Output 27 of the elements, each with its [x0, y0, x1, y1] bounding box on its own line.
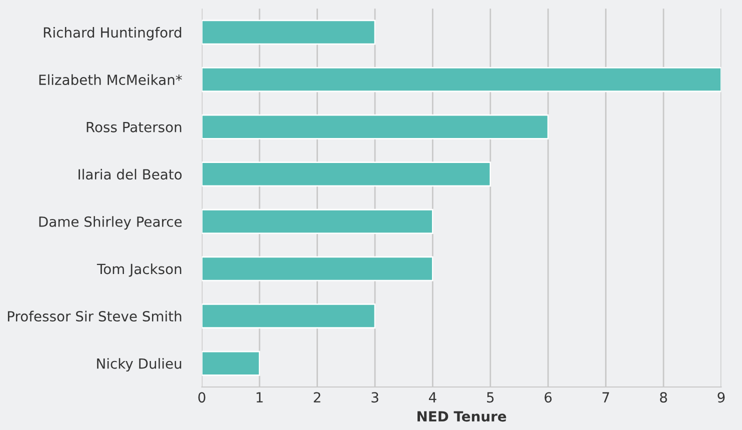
bar: [202, 67, 722, 92]
x-tick-label: 8: [660, 392, 667, 403]
bar: [202, 304, 376, 329]
y-tick-label: Tom Jackson: [96, 263, 182, 277]
y-tick-label: Professor Sir Steve Smith: [8, 310, 182, 322]
bar: [202, 20, 376, 45]
x-tick-label: 5: [487, 392, 494, 403]
x-tick-label: 1: [256, 392, 263, 402]
x-tick-label: 2: [314, 392, 320, 402]
y-tick-label: Nicky Dulieu: [97, 358, 182, 372]
x-tick-label: 6: [544, 392, 552, 403]
bar: [202, 162, 492, 187]
y-tick-label: Elizabeth McMeikan*: [39, 74, 182, 86]
y-tick-label: Richard Huntingford: [44, 26, 182, 40]
x-tick-label: 9: [718, 392, 725, 403]
bar: [202, 208, 434, 234]
x-tick-label: 4: [428, 392, 436, 402]
bar: [202, 350, 260, 376]
x-axis-title: NED Tenure: [418, 411, 506, 422]
bar: [202, 114, 549, 140]
bar: [202, 256, 434, 282]
x-tick-label: 3: [372, 392, 378, 403]
x-tick-label: 7: [602, 392, 610, 402]
x-tick-label: 0: [198, 392, 206, 403]
y-tick-label: Dame Shirley Pearce: [39, 216, 182, 230]
y-tick-label: Ross Paterson: [86, 122, 182, 132]
y-tick-label: Ilaria del Beato: [78, 168, 182, 180]
